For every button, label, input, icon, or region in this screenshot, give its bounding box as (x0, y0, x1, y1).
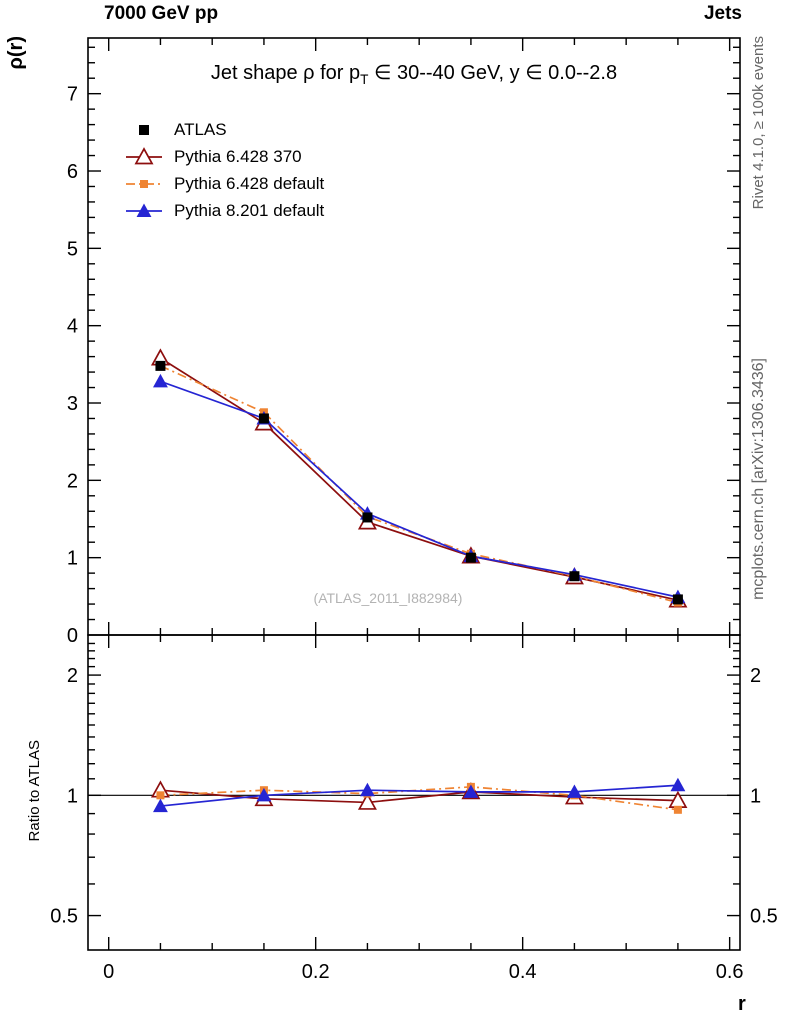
plot-frames (87, 37, 741, 951)
svg-text:0.4: 0.4 (509, 961, 537, 983)
svg-text:7: 7 (67, 84, 78, 106)
svg-text:2: 2 (67, 470, 78, 492)
legend-item: Pythia 6.428 370 (124, 143, 324, 170)
legend-label: Pythia 6.428 370 (174, 146, 302, 166)
data-series (150, 348, 688, 814)
svg-text:5: 5 (67, 238, 78, 260)
rivet-version-note: Rivet 4.1.0, ≥ 100k events (750, 36, 767, 210)
legend-marker-icon (126, 203, 162, 217)
legend-label: ATLAS (174, 119, 227, 139)
svg-text:2: 2 (67, 665, 78, 687)
legend-item: Pythia 6.428 default (124, 170, 324, 197)
svg-text:1: 1 (67, 785, 78, 807)
svg-text:0.6: 0.6 (716, 961, 744, 983)
legend-item: ATLAS (124, 116, 324, 143)
svg-text:0.2: 0.2 (302, 961, 330, 983)
svg-text:0: 0 (103, 961, 114, 983)
svg-text:1: 1 (750, 785, 761, 807)
svg-text:2: 2 (750, 665, 761, 687)
mcplots-attribution: mcplots.cern.ch [arXiv:1306.3436] (750, 358, 767, 600)
legend-marker-icon (126, 179, 162, 188)
svg-text:0.5: 0.5 (750, 906, 778, 928)
svg-text:6: 6 (67, 161, 78, 183)
legend-item: Pythia 8.201 default (124, 197, 324, 224)
beam-energy-label: 7000 GeV pp (104, 3, 219, 24)
svg-text:0.5: 0.5 (50, 906, 78, 928)
legend-marker-icon (139, 124, 149, 135)
legend-marker-icon (126, 146, 162, 164)
svg-text:4: 4 (67, 316, 78, 338)
x-axis-label: r (738, 993, 746, 1015)
legend-label: Pythia 6.428 default (174, 173, 325, 193)
analysis-watermark: (ATLAS_2011_I882984) (313, 590, 463, 606)
ratio-y-axis-label: Ratio to ATLAS (26, 740, 43, 842)
svg-text:1: 1 (67, 548, 78, 570)
plot-title: Jet shape ρ for pT ∈ 30--40 GeV, y ∈ 0.0… (210, 62, 618, 87)
axis-ticks (88, 38, 740, 950)
process-label: Jets (703, 3, 742, 24)
axis-tick-labels: 0 1 2 3 4 5 6 7 0 0.2 0.4 0.6 0.5 0.5 1 1 2 2 (50, 84, 778, 983)
svg-text:3: 3 (67, 393, 78, 415)
legend-label: Pythia 8.201 default (174, 200, 325, 220)
svg-text:0: 0 (67, 625, 78, 647)
main-y-axis-label: ρ(r) (5, 36, 27, 70)
legend: ATLAS Pythia 6.428 370 Pythia 6.428 defaul… (124, 116, 324, 224)
